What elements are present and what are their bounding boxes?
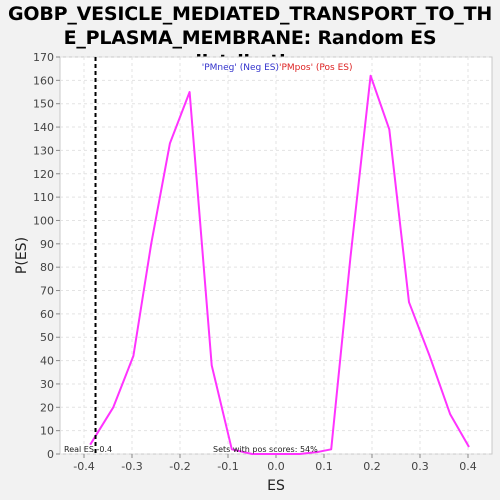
chart-title: GOBP_VESICLE_MEDIATED_TRANSPORT_TO_TH E_… xyxy=(7,3,493,73)
x-axis-ticks: -0.4 -0.3 -0.2 -0.1 0.0 0.1 0.2 0.3 0.4 xyxy=(73,454,477,473)
x-tick-label: -0.1 xyxy=(217,460,238,473)
y-tick-label: 130 xyxy=(33,144,54,157)
y-tick-label: 20 xyxy=(40,401,54,414)
y-tick-label: 40 xyxy=(40,355,54,368)
x-tick-label: 0.1 xyxy=(315,460,333,473)
legend-neg-label: 'PMneg' (Neg ES) xyxy=(202,63,279,73)
x-tick-label: -0.3 xyxy=(121,460,142,473)
y-tick-label: 90 xyxy=(40,238,54,251)
y-tick-label: 120 xyxy=(33,168,54,181)
y-tick-label: 110 xyxy=(33,191,54,204)
x-axis-title: ES xyxy=(267,478,285,494)
legend-pos-label: 'PMpos' (Pos ES) xyxy=(279,63,353,73)
es-distribution-line xyxy=(89,74,470,455)
y-tick-label: 30 xyxy=(40,378,54,391)
x-tick-label: 0.4 xyxy=(459,460,477,473)
x-tick-label: 0.3 xyxy=(411,460,429,473)
y-tick-label: 0 xyxy=(47,448,54,461)
y-axis-ticks: 0 10 20 30 40 50 60 70 80 90 100 110 120 130 140 150 160… xyxy=(33,51,60,461)
x-tick-label: -0.2 xyxy=(169,460,190,473)
series-layer xyxy=(89,74,470,455)
x-tick-label: -0.4 xyxy=(73,460,94,473)
y-tick-label: 160 xyxy=(33,74,54,87)
real-es-annotation: Real ES -0.4 xyxy=(64,445,112,454)
y-tick-label: 170 xyxy=(33,51,54,64)
y-tick-label: 150 xyxy=(33,98,54,111)
y-tick-label: 50 xyxy=(40,331,54,344)
y-tick-label: 100 xyxy=(33,214,54,227)
y-tick-label: 60 xyxy=(40,308,54,321)
y-tick-label: 10 xyxy=(40,425,54,438)
y-tick-label: 80 xyxy=(40,261,54,274)
x-tick-label: 0.2 xyxy=(363,460,381,473)
y-tick-label: 140 xyxy=(33,121,54,134)
x-tick-label: 0.0 xyxy=(267,460,285,473)
pos-scores-annotation: Sets with pos scores: 54% xyxy=(213,445,318,454)
y-axis-title: P(ES) xyxy=(14,237,30,274)
y-tick-label: 70 xyxy=(40,285,54,298)
